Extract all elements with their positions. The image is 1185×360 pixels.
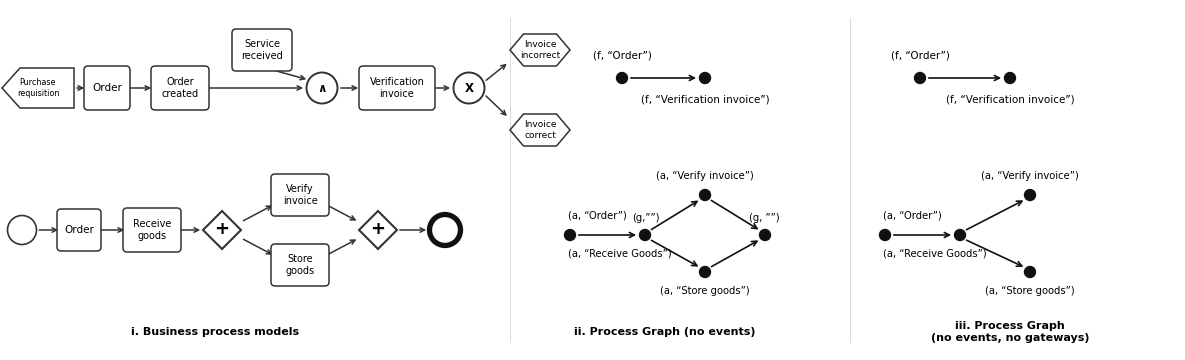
FancyBboxPatch shape <box>84 66 130 110</box>
Text: Verification
invoice: Verification invoice <box>370 77 424 99</box>
FancyBboxPatch shape <box>123 208 181 252</box>
Text: (g,””): (g,””) <box>633 213 660 223</box>
Text: X: X <box>465 81 474 94</box>
Circle shape <box>616 72 628 84</box>
Text: ii. Process Graph (no events): ii. Process Graph (no events) <box>575 327 756 337</box>
Circle shape <box>879 230 890 240</box>
Text: (g, ””): (g, ””) <box>749 213 780 223</box>
Text: Service
received: Service received <box>241 39 283 61</box>
Circle shape <box>915 72 925 84</box>
Text: Purchase
requisition: Purchase requisition <box>17 78 59 98</box>
Text: Order: Order <box>64 225 94 235</box>
FancyBboxPatch shape <box>359 66 435 110</box>
Text: +: + <box>214 220 230 238</box>
Text: (a, “Receive Goods”): (a, “Receive Goods”) <box>883 249 987 259</box>
Text: Store
goods: Store goods <box>286 254 314 276</box>
Circle shape <box>699 266 711 278</box>
Text: (a, “Verify invoice”): (a, “Verify invoice”) <box>656 171 754 181</box>
Circle shape <box>1025 189 1036 201</box>
Circle shape <box>1025 266 1036 278</box>
FancyBboxPatch shape <box>271 174 329 216</box>
Circle shape <box>454 72 485 104</box>
Text: (f, “Order”): (f, “Order”) <box>891 51 949 61</box>
Circle shape <box>7 216 37 244</box>
Text: +: + <box>371 220 385 238</box>
Circle shape <box>564 230 576 240</box>
FancyBboxPatch shape <box>232 29 292 71</box>
Text: Invoice
correct: Invoice correct <box>524 120 556 140</box>
Text: (f, “Verification invoice”): (f, “Verification invoice”) <box>641 94 769 104</box>
Text: iii. Process Graph
(no events, no gateways): iii. Process Graph (no events, no gatewa… <box>930 321 1089 343</box>
Polygon shape <box>510 34 570 66</box>
Circle shape <box>1005 72 1016 84</box>
Circle shape <box>699 189 711 201</box>
Text: Invoice
incorrect: Invoice incorrect <box>520 40 561 60</box>
Polygon shape <box>203 211 241 249</box>
FancyBboxPatch shape <box>271 244 329 286</box>
Text: (f, “Verification invoice”): (f, “Verification invoice”) <box>946 94 1075 104</box>
Text: (a, “Verify invoice”): (a, “Verify invoice”) <box>981 171 1078 181</box>
Circle shape <box>640 230 651 240</box>
Circle shape <box>760 230 770 240</box>
Circle shape <box>429 215 461 246</box>
Circle shape <box>307 72 338 104</box>
Polygon shape <box>359 211 397 249</box>
Text: Receive
goods: Receive goods <box>133 219 171 241</box>
Text: (a, “Order”): (a, “Order”) <box>568 211 627 221</box>
Polygon shape <box>2 68 73 108</box>
Text: (a, “Store goods”): (a, “Store goods”) <box>660 286 750 296</box>
Text: (a, “Receive Goods”): (a, “Receive Goods”) <box>568 249 672 259</box>
Text: Order
created: Order created <box>161 77 199 99</box>
Text: Order: Order <box>92 83 122 93</box>
FancyBboxPatch shape <box>150 66 209 110</box>
Circle shape <box>954 230 966 240</box>
Text: i. Business process models: i. Business process models <box>130 327 299 337</box>
Text: (a, “Store goods”): (a, “Store goods”) <box>985 286 1075 296</box>
FancyBboxPatch shape <box>57 209 101 251</box>
Polygon shape <box>510 114 570 146</box>
Text: ∧: ∧ <box>318 81 327 94</box>
Circle shape <box>699 72 711 84</box>
Text: (a, “Order”): (a, “Order”) <box>883 211 942 221</box>
Text: (f, “Order”): (f, “Order”) <box>592 51 652 61</box>
Text: Verify
invoice: Verify invoice <box>283 184 318 206</box>
